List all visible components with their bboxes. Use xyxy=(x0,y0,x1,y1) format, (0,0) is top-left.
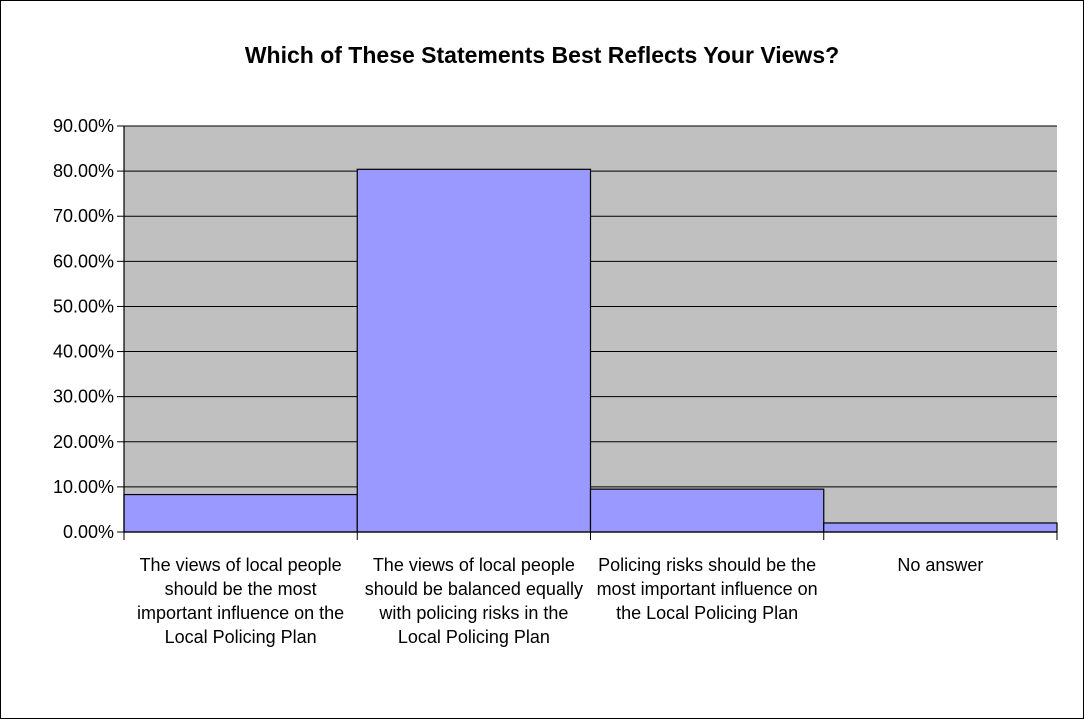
y-tick-label: 30.00% xyxy=(53,387,114,407)
x-tick-label: The views of local people should be bala… xyxy=(364,555,583,647)
bar xyxy=(589,488,825,533)
y-tick-label: 70.00% xyxy=(53,206,114,226)
bar xyxy=(123,493,358,533)
x-tick-label: Policing risks should be the most import… xyxy=(596,555,818,623)
y-tick-labels: 0.00% 10.00% 20.00% 30.00% 40.00% 50.00% 60.00… xyxy=(53,116,114,542)
y-tick-label: 0.00% xyxy=(63,522,114,542)
axes xyxy=(117,125,1058,540)
y-tick-label: 60.00% xyxy=(53,251,114,271)
bars xyxy=(123,168,1058,533)
y-tick-label: 80.00% xyxy=(53,161,114,181)
y-tick-label: 50.00% xyxy=(53,296,114,316)
x-tick-label: The views of local people should be the … xyxy=(137,555,345,647)
y-tick-label: 10.00% xyxy=(53,477,114,497)
x-tick-label: No answer xyxy=(897,555,984,575)
y-tick-label: 40.00% xyxy=(53,342,114,362)
y-tick-label: 20.00% xyxy=(53,432,114,452)
bar xyxy=(823,522,1058,533)
chart-title: Which of These Statements Best Reflects … xyxy=(244,42,840,68)
bar xyxy=(356,168,592,533)
y-tick-label: 90.00% xyxy=(53,116,114,136)
